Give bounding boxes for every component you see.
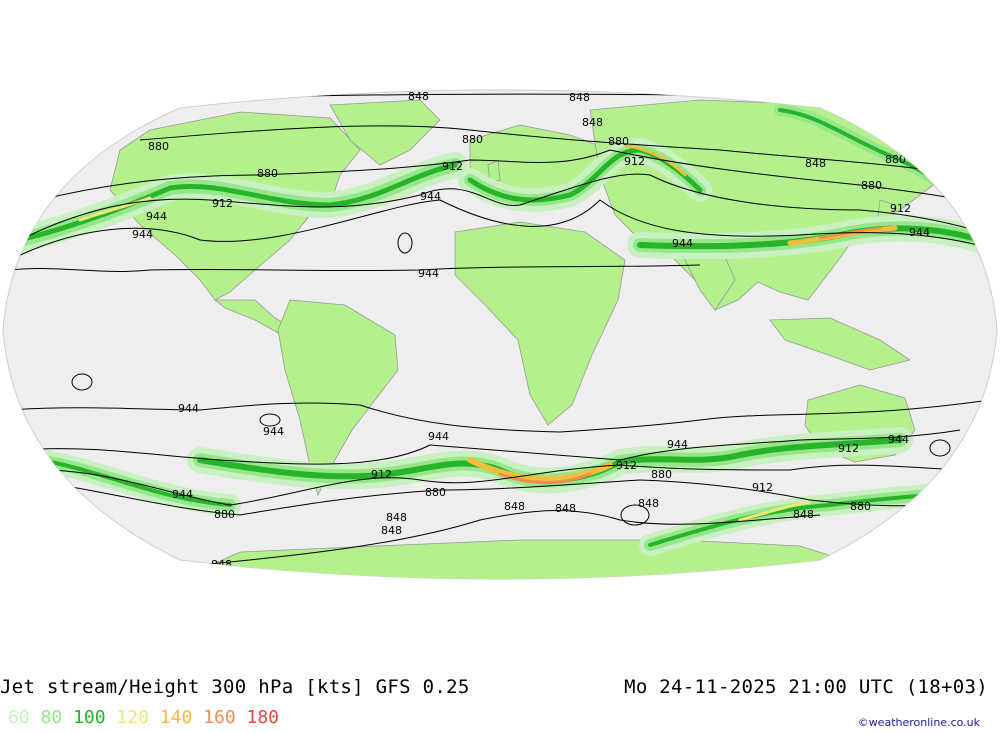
contour-label: 848 (408, 90, 429, 103)
jet-stream-map: 848 848 848 880 880 880 880 912 912 912 … (2, 89, 998, 580)
legend-value: 60 (8, 707, 30, 728)
contour-label: 912 (371, 468, 392, 481)
contour-label: 912 (890, 202, 911, 215)
legend-value: 80 (40, 707, 63, 728)
contour-label: 880 (850, 500, 871, 513)
credit-link[interactable]: ©weatheronline.co.uk (857, 716, 980, 729)
south-america (277, 299, 399, 497)
contour-label: 912 (616, 459, 637, 472)
antarctica (199, 539, 862, 579)
legend-value: 160 (203, 707, 236, 728)
contour-label: 880 (214, 508, 235, 521)
contour-label: 912 (752, 481, 773, 494)
contour-label: 848 (582, 116, 603, 129)
africa (454, 221, 626, 426)
contour-label: 880 (425, 486, 446, 499)
uk (487, 159, 501, 183)
contour-label: 912 (442, 160, 463, 173)
contour-label: 880 (885, 153, 906, 166)
greenland (329, 99, 441, 166)
contour-label: 848 (386, 511, 407, 524)
wind-speed-legend: 60 80 100 120 140 160 180 (8, 707, 279, 728)
contour-label: 848 (211, 558, 232, 571)
valid-time: Mo 24-11-2025 21:00 UTC (18+03) (624, 676, 988, 698)
contour-label: 848 (638, 497, 659, 510)
contour-label: 944 (172, 488, 193, 501)
contour-label: 880 (148, 140, 169, 153)
contour-labels: 848 848 848 880 880 880 880 912 912 912 … (132, 90, 930, 571)
contour-label: 848 (381, 524, 402, 537)
contour-label: 848 (504, 500, 525, 513)
contour-label: 880 (257, 167, 278, 180)
legend-value: 100 (73, 707, 106, 728)
contour-label: 944 (888, 433, 909, 446)
contour-label: 944 (418, 267, 439, 280)
contour-label: 944 (132, 228, 153, 241)
map-title: Jet stream/Height 300 hPa [kts] GFS 0.25 (0, 676, 470, 698)
legend-value: 120 (116, 707, 149, 728)
contour-label: 848 (805, 157, 826, 170)
contour-label: 944 (672, 237, 693, 250)
contour-label: 944 (428, 430, 449, 443)
contour-label: 848 (569, 91, 590, 104)
contour-label: 912 (624, 155, 645, 168)
contour-label: 880 (462, 133, 483, 146)
contour-label: 912 (838, 442, 859, 455)
contour-label: 912 (212, 197, 233, 210)
contour-label: 944 (178, 402, 199, 415)
legend-value: 180 (246, 707, 280, 728)
contour-label: 944 (146, 210, 167, 223)
contour-label: 880 (608, 135, 629, 148)
contour-label: 944 (909, 226, 930, 239)
contour-label: 944 (263, 425, 284, 438)
map-canvas: 848 848 848 880 880 880 880 912 912 912 … (2, 89, 998, 580)
contour-label: 848 (793, 508, 814, 521)
contour-label: 944 (420, 190, 441, 203)
contour-label: 944 (667, 438, 688, 451)
contour-label: 880 (651, 468, 672, 481)
contour-label: 880 (861, 179, 882, 192)
se-asia-islands (769, 317, 911, 371)
contour-label: 848 (555, 502, 576, 515)
legend-value: 140 (159, 707, 193, 728)
